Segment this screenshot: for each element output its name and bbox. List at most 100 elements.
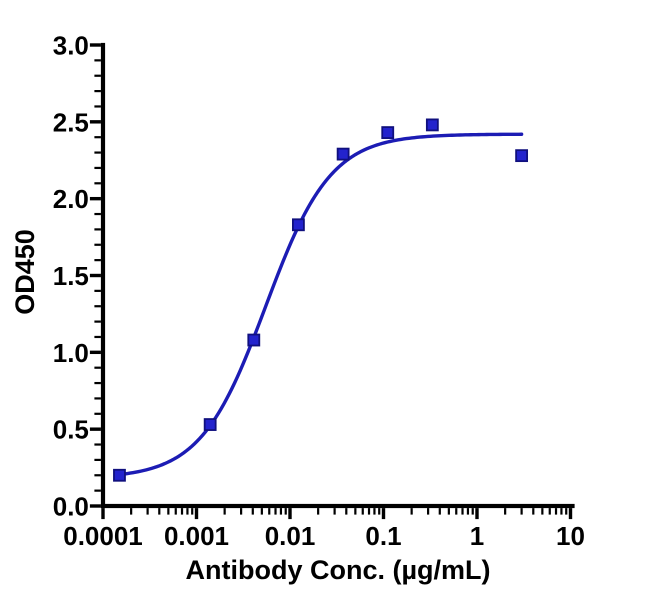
- y-minor-tick: [94, 151, 101, 154]
- y-minor-tick: [94, 305, 101, 308]
- y-tick-label: 0.0: [53, 492, 89, 522]
- y-minor-tick: [94, 228, 101, 231]
- x-minor-tick: [367, 508, 371, 515]
- x-tick-label: 0.001: [164, 521, 229, 551]
- data-point-marker: [425, 118, 439, 132]
- y-minor-tick: [94, 397, 101, 400]
- x-minor-tick: [345, 508, 348, 515]
- x-minor-tick: [260, 508, 263, 515]
- y-tick-label: 1.5: [53, 261, 89, 291]
- x-axis-line: [100, 503, 575, 509]
- x-minor-tick: [167, 508, 170, 515]
- y-minor-tick: [94, 59, 101, 62]
- y-tick-label: 1.0: [53, 338, 89, 368]
- y-minor-tick: [94, 212, 101, 216]
- x-axis: 0.0001 0.001 0.01 0.1 1 10: [63, 503, 585, 551]
- y-minor-tick: [94, 182, 101, 185]
- data-point-marker: [292, 218, 305, 232]
- y-tick-label: 2.0: [53, 184, 89, 214]
- x-tick-label: 10: [556, 521, 585, 551]
- x-minor-tick: [548, 508, 551, 515]
- x-minor-tick: [223, 508, 226, 515]
- y-minor-tick: [94, 458, 101, 461]
- x-minor-tick: [520, 508, 523, 515]
- x-minor-tick: [373, 508, 376, 515]
- x-axis-title: Antibody Conc. (µg/mL): [185, 555, 490, 585]
- y-minor-tick: [94, 289, 101, 292]
- data-point-series: [113, 118, 529, 482]
- x-minor-tick: [541, 508, 544, 515]
- x-major-tick: [568, 508, 573, 520]
- x-minor-tick: [471, 508, 474, 515]
- y-minor-tick: [94, 105, 101, 108]
- x-major-tick: [288, 508, 292, 520]
- x-tick-label: 0.0001: [63, 521, 143, 551]
- x-minor-tick: [146, 508, 149, 515]
- x-minor-tick: [447, 508, 450, 515]
- x-tick-label: 1: [470, 521, 484, 551]
- x-minor-tick: [504, 508, 507, 515]
- x-minor-tick: [317, 508, 320, 515]
- y-minor-tick: [94, 136, 101, 139]
- y-tick-label: 3.0: [53, 31, 89, 61]
- y-minor-tick: [94, 243, 101, 246]
- x-minor-tick: [251, 508, 254, 515]
- y-tick-label: 2.5: [53, 107, 89, 137]
- x-minor-tick: [565, 508, 568, 515]
- x-minor-tick: [361, 508, 364, 515]
- y-minor-tick: [94, 90, 101, 93]
- x-minor-tick: [410, 508, 413, 515]
- y-tick-label: 0.5: [53, 415, 89, 445]
- data-point-marker: [336, 147, 350, 161]
- y-minor-tick: [94, 443, 101, 446]
- y-minor-tick: [94, 381, 101, 385]
- x-minor-tick: [268, 508, 271, 515]
- x-minor-tick: [461, 508, 464, 515]
- x-minor-tick: [274, 508, 277, 515]
- data-point-marker: [203, 418, 217, 431]
- x-minor-tick: [532, 508, 535, 515]
- y-minor-tick: [94, 74, 101, 77]
- x-minor-tick: [174, 508, 177, 515]
- data-point-marker: [247, 333, 261, 347]
- y-minor-tick: [94, 259, 101, 262]
- y-major-tick: [89, 120, 101, 124]
- y-axis-line: [100, 42, 106, 509]
- x-minor-tick: [438, 508, 441, 515]
- x-minor-tick: [466, 508, 470, 515]
- x-minor-tick: [191, 508, 194, 515]
- x-tick-label: 0.01: [265, 521, 316, 551]
- y-major-tick: [89, 196, 101, 201]
- x-minor-tick: [180, 508, 184, 515]
- y-major-tick: [89, 43, 101, 47]
- x-minor-tick: [158, 508, 161, 515]
- y-major-tick: [89, 427, 101, 431]
- x-major-tick: [194, 508, 199, 520]
- x-minor-tick: [560, 508, 563, 515]
- x-minor-tick: [554, 508, 558, 515]
- y-minor-tick: [94, 412, 101, 415]
- x-minor-tick: [284, 508, 287, 515]
- x-tick-label: 0.1: [365, 521, 401, 551]
- y-major-tick: [89, 350, 101, 355]
- y-minor-tick: [94, 366, 101, 369]
- data-point-marker: [515, 149, 529, 163]
- y-minor-tick: [94, 166, 101, 170]
- x-minor-tick: [455, 508, 458, 515]
- y-minor-tick: [94, 320, 101, 323]
- x-minor-tick: [354, 508, 357, 515]
- x-major-tick: [101, 508, 105, 520]
- y-minor-tick: [94, 489, 101, 492]
- y-minor-tick: [94, 474, 101, 477]
- y-major-tick: [89, 273, 101, 278]
- x-minor-tick: [279, 508, 283, 515]
- y-major-tick: [89, 504, 101, 508]
- y-axis: 0.0 0.5 1.0 1.5 2.0 2.5 3.0: [53, 31, 106, 522]
- x-minor-tick: [186, 508, 189, 515]
- x-minor-tick: [130, 508, 133, 515]
- data-point-marker: [381, 126, 395, 139]
- x-minor-tick: [240, 508, 243, 515]
- x-major-tick: [381, 508, 386, 520]
